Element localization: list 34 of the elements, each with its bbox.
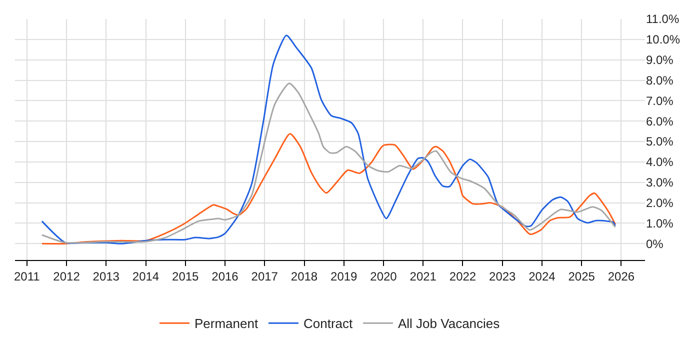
y-tick-label: 9.0% [646,53,674,68]
x-tick-label: 2019 [330,269,358,284]
y-tick-label: 1.0% [646,216,674,230]
x-tick-label: 2015 [172,269,200,284]
line-series [41,133,616,245]
x-tick-label: 2017 [251,269,278,284]
x-tick-label: 2018 [290,269,318,284]
y-tick-label: 2.0% [646,196,674,210]
line-series [41,82,616,244]
x-tick-label: 2020 [370,269,398,284]
legend-label: Permanent [194,316,258,332]
y-tick-label: 11.0% [646,12,680,26]
y-tick-label: 8.0% [646,73,674,88]
x-tick-label: 2021 [410,269,437,284]
x-tick-label: 2014 [132,269,160,284]
x-tick-label: 2022 [449,269,476,284]
y-tick-label: 10.0% [646,32,680,47]
x-tick-label: 2023 [489,269,516,284]
y-tick-label: 5.0% [646,134,674,149]
x-tick-label: 2016 [212,269,239,284]
x-tick-label: 2026 [608,269,635,284]
legend-label: Contract [303,316,353,332]
y-tick-label: 0% [646,236,664,251]
legend-label: All Job Vacancies [398,316,500,332]
y-tick-label: 4.0% [646,155,674,170]
x-tick-label: 2012 [53,269,80,284]
x-tick-label: 2013 [92,269,120,284]
y-tick-label: 7.0% [646,94,674,108]
x-tick-label: 2025 [568,269,596,284]
x-tick-label: 2024 [528,269,556,284]
y-tick-label: 3.0% [646,176,674,190]
y-tick-label: 6.0% [646,114,674,128]
x-tick-label: 2011 [14,269,40,284]
line-series [41,34,616,244]
